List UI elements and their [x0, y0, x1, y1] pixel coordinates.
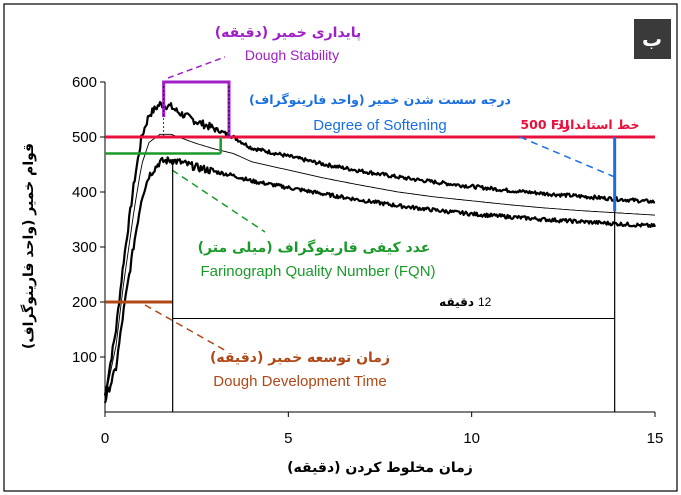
- curves: [103, 100, 657, 404]
- fqn-label-fa: عدد کیفی فارینوگراف (میلی متر): [198, 239, 431, 256]
- reference-label-en: 500 FU: [520, 117, 569, 132]
- tick-labels: 100 200 300 400 500 600 0 5 10 15: [72, 74, 663, 447]
- fqn-label-en: Farinograph Quality Number (FQN): [200, 263, 435, 280]
- development-leader: [144, 304, 229, 353]
- curve-mean-curve: [104, 133, 656, 399]
- stability-label-fa: پایداری خمیر (دقیقه): [215, 25, 362, 41]
- y-tick-label: 200: [72, 294, 97, 311]
- x-tick-label: 10: [463, 430, 480, 447]
- softening-label-en: Degree of Softening: [313, 117, 446, 134]
- y-tick-label: 500: [72, 129, 97, 146]
- x-tick-label: 15: [647, 430, 664, 447]
- outer-border: [3, 3, 678, 492]
- development-label-en: Dough Development Time: [213, 373, 386, 390]
- annotations: [105, 56, 655, 412]
- panel-label-box: [634, 19, 671, 59]
- y-tick-label: 100: [72, 349, 97, 366]
- y-tick-label: 300: [72, 239, 97, 256]
- stability-label-en: Dough Stability: [245, 47, 339, 63]
- twelve-min-label-num: 12: [478, 295, 492, 309]
- stability-leader: [167, 56, 226, 79]
- y-tick-label: 600: [72, 74, 97, 91]
- y-axis-label: قوام خمیر (واحد فارینوگراف): [20, 143, 37, 349]
- fqn-leader: [171, 169, 266, 233]
- curve-upper-band: [103, 100, 656, 396]
- panel-label: ب: [642, 27, 662, 51]
- twelve-min-label-fa: دقیقه: [439, 295, 474, 309]
- y-tick-label: 400: [72, 184, 97, 201]
- development-label-fa: زمان توسعه خمیر (دقیقه): [210, 350, 390, 366]
- x-tick-label: 5: [284, 430, 292, 447]
- softening-leader: [519, 136, 615, 178]
- x-axis-label: زمان مخلوط کردن (دقیقه): [287, 460, 473, 476]
- reference-label-fa: خط استاندارد: [557, 117, 640, 132]
- x-tick-label: 0: [101, 430, 109, 447]
- softening-label-fa: درجه سست شدن خمیر (واحد فارینوگراف): [249, 92, 511, 107]
- curve-lower-band: [103, 156, 657, 404]
